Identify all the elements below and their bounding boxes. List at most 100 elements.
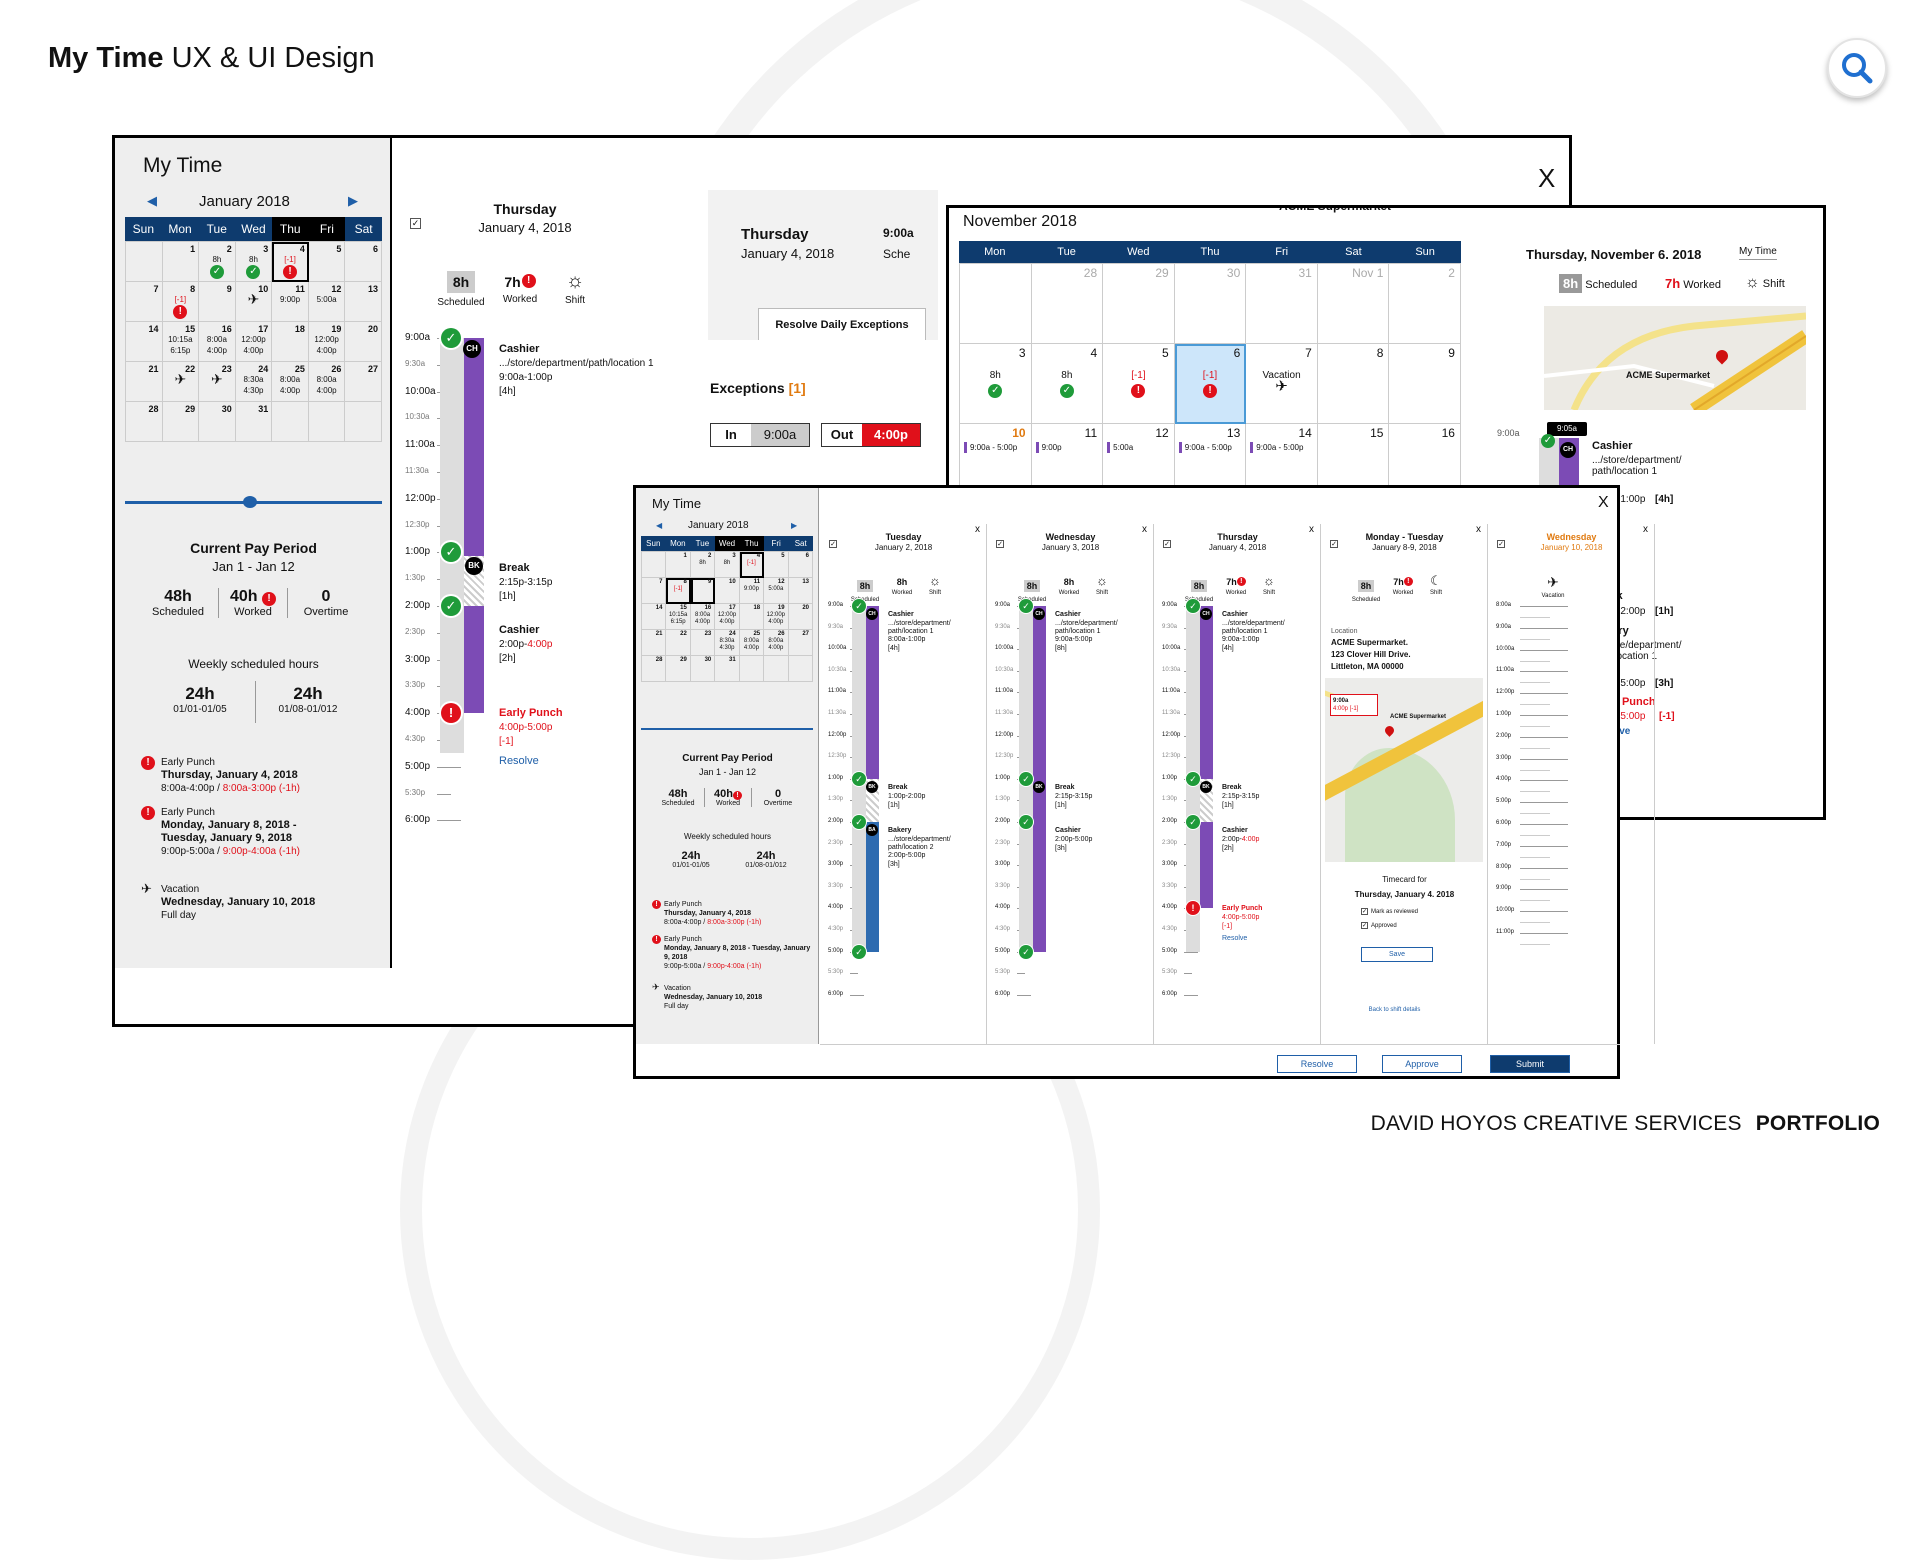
prev-month-button[interactable]: ◀ — [147, 193, 157, 208]
calendar-day-cell[interactable]: 19 12:00p 4:00p — [308, 322, 346, 362]
calendar-day-cell[interactable]: 29 — [162, 402, 200, 442]
front-calendar-cell[interactable]: 25 8:00a 4:00p — [739, 630, 765, 656]
calendar-day-cell[interactable]: 6 — [345, 242, 382, 282]
shift-bar-cashier[interactable] — [1200, 822, 1213, 909]
shift-bar-cashier-2[interactable] — [464, 606, 484, 714]
front-prev-month[interactable]: ◀ — [656, 521, 663, 530]
front-calendar-cell[interactable]: 12 5:00a — [764, 578, 789, 604]
calendar-day-cell[interactable]: 3 8h ✓ — [235, 242, 273, 282]
front-calendar-cell[interactable]: 17 12:00p 4:00p — [715, 604, 740, 630]
shift-bar-bakery[interactable] — [866, 822, 879, 952]
shift-bar-cashier[interactable] — [464, 338, 484, 557]
calendar-day-cell[interactable]: 8 [-1]! — [162, 282, 200, 322]
in-punch[interactable]: In 9:00a — [710, 423, 810, 447]
tab-resolve-exceptions[interactable]: Resolve Daily Exceptions — [758, 308, 926, 340]
next-month-button[interactable]: ▶ — [348, 193, 358, 208]
calendar-day-cell[interactable]: 26 8:00a 4:00p — [308, 362, 346, 402]
calendar-day-cell[interactable]: 9 — [199, 282, 236, 322]
front-calendar-cell[interactable]: 26 8:00a 4:00p — [764, 630, 789, 656]
front-exception-2[interactable]: ! Early Punch Monday, January 8, 2018 - T… — [652, 935, 812, 971]
month-day-cell[interactable]: 8 — [1317, 344, 1390, 424]
front-calendar-cell[interactable]: 15 10:15a 6:15p — [666, 604, 691, 630]
exception-item-2[interactable]: ! Early Punch Monday, January 8, 2018 - … — [141, 806, 300, 858]
front-calendar-cell[interactable]: 16 8:00a 4:00p — [690, 604, 716, 630]
front-calendar-cell[interactable]: 18 — [739, 604, 765, 630]
front-calendar-cell[interactable]: 5 — [764, 552, 789, 578]
calendar-day-cell[interactable]: 14 — [126, 322, 163, 362]
front-calendar-cell[interactable]: 1 — [666, 552, 691, 578]
calendar-day-cell[interactable] — [308, 402, 346, 442]
month-day-cell[interactable]: 3 8h ✓ — [960, 344, 1032, 424]
day-checkbox[interactable]: ✓ — [410, 218, 421, 229]
column-close[interactable]: x — [1142, 524, 1147, 535]
calendar-day-cell[interactable]: 11 9:00p — [272, 282, 309, 322]
approved-checkbox[interactable]: ✓ Approved — [1361, 922, 1397, 930]
front-calendar-cell[interactable]: 7 — [642, 578, 667, 604]
front-calendar-cell[interactable]: 28 — [642, 656, 667, 682]
save-button[interactable]: Save — [1361, 947, 1433, 962]
calendar-day-cell[interactable]: 15 10:15a 6:15p — [162, 322, 200, 362]
month-day-cell[interactable]: 5 [-1]! — [1103, 344, 1175, 424]
front-exception-3[interactable]: ✈ Vacation Wednesday, January 10, 2018 Ful… — [652, 982, 763, 1011]
calendar-day-cell[interactable]: 24 8:30a 4:30p — [235, 362, 273, 402]
calendar-day-cell[interactable] — [272, 402, 309, 442]
calendar-day-cell[interactable]: 12 5:00a — [308, 282, 346, 322]
front-close-button[interactable]: X — [1598, 494, 1609, 511]
calendar-day-cell[interactable]: 17 12:00p 4:00p — [235, 322, 273, 362]
month-day-cell[interactable]: Nov 1 — [1317, 264, 1390, 344]
front-calendar-cell[interactable]: 4 [-1] — [739, 552, 765, 578]
month-day-cell[interactable]: 29 — [1103, 264, 1175, 344]
month-day-cell[interactable]: 30 — [1174, 264, 1247, 344]
front-calendar-cell[interactable]: 23 — [690, 630, 716, 656]
calendar-day-cell[interactable]: 5 — [308, 242, 346, 282]
column-checkbox[interactable]: ✓ — [1163, 540, 1171, 548]
calendar-day-cell[interactable]: 16 8:00a 4:00p — [199, 322, 236, 362]
front-calendar-cell[interactable]: 10 — [715, 578, 740, 604]
front-calendar-cell[interactable]: 20 — [788, 604, 813, 630]
calendar-day-cell[interactable]: 18 — [272, 322, 309, 362]
mark-reviewed-checkbox[interactable]: ✓ Mark as reviewed — [1361, 908, 1419, 916]
front-calendar-cell[interactable]: 31 — [715, 656, 740, 682]
month-day-cell[interactable]: 31 — [1246, 264, 1318, 344]
front-calendar-cell[interactable] — [739, 656, 765, 682]
front-calendar-cell[interactable]: 22 — [666, 630, 691, 656]
shift-bar-cashier[interactable] — [866, 606, 879, 779]
calendar-day-cell[interactable]: 7 — [126, 282, 163, 322]
calendar-day-cell[interactable]: 28 — [126, 402, 163, 442]
exception-item-3[interactable]: ✈ Vacation Wednesday, January 10, 2018 F… — [141, 881, 316, 921]
front-calendar-cell[interactable]: 30 — [690, 656, 716, 682]
calendar-day-cell[interactable] — [126, 242, 163, 282]
front-calendar-cell[interactable]: 11 9:00p — [739, 578, 765, 604]
front-calendar-cell[interactable]: 24 8:30a 4:30p — [715, 630, 740, 656]
front-calendar-cell[interactable]: 21 — [642, 630, 667, 656]
front-calendar-cell[interactable]: 8 [-1] — [666, 578, 691, 604]
calendar-day-cell[interactable]: 23 ✈ — [199, 362, 236, 402]
calendar-day-cell[interactable]: 21 — [126, 362, 163, 402]
calendar-day-cell[interactable]: 27 — [345, 362, 382, 402]
month-day-cell[interactable]: 4 8h ✓ — [1031, 344, 1104, 424]
calendar-day-cell[interactable]: 4 [-1]! — [272, 242, 309, 282]
submit-button[interactable]: Submit — [1490, 1055, 1570, 1073]
column-checkbox[interactable]: ✓ — [1330, 540, 1338, 548]
calendar-day-cell[interactable]: 30 — [199, 402, 236, 442]
calendar-day-cell[interactable]: 1 — [162, 242, 200, 282]
calendar-day-cell[interactable]: 20 — [345, 322, 382, 362]
resolve-link[interactable]: Resolve — [1222, 935, 1248, 943]
calendar-day-cell[interactable]: 22 ✈ — [162, 362, 200, 402]
month-day-cell[interactable]: 9 — [1389, 344, 1461, 424]
column-close[interactable]: x — [1309, 524, 1314, 535]
shift-bar-cashier[interactable] — [1200, 606, 1213, 779]
front-calendar-cell[interactable]: 19 12:00p 4:00p — [764, 604, 789, 630]
collapse-handle[interactable] — [243, 496, 257, 508]
resolve-link[interactable]: Resolve — [499, 755, 539, 768]
column-close[interactable]: x — [1643, 524, 1648, 535]
front-calendar-cell[interactable]: 27 — [788, 630, 813, 656]
column-close[interactable]: x — [1476, 524, 1481, 535]
out-punch[interactable]: Out 4:00p — [821, 423, 921, 447]
column-checkbox[interactable]: ✓ — [829, 540, 837, 548]
front-calendar-cell[interactable]: 6 — [788, 552, 813, 578]
front-calendar-cell[interactable]: 29 — [666, 656, 691, 682]
resolve-button[interactable]: Resolve — [1277, 1055, 1357, 1073]
shift-bar-cashier[interactable] — [1033, 606, 1046, 952]
exception-item-1[interactable]: ! Early Punch Thursday, January 4, 2018 … — [141, 756, 300, 795]
